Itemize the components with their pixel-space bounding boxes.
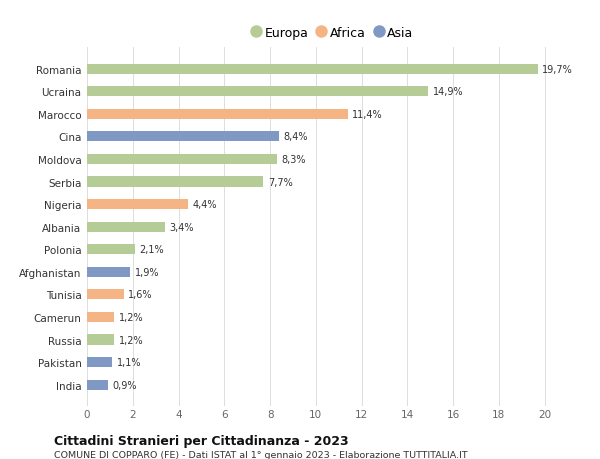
Bar bbox=[87, 87, 428, 97]
Text: COMUNE DI COPPARO (FE) - Dati ISTAT al 1° gennaio 2023 - Elaborazione TUTTITALIA: COMUNE DI COPPARO (FE) - Dati ISTAT al 1… bbox=[54, 450, 467, 459]
Text: 2,1%: 2,1% bbox=[140, 245, 164, 255]
Text: 7,7%: 7,7% bbox=[268, 177, 293, 187]
Bar bbox=[87, 64, 538, 75]
Text: 1,2%: 1,2% bbox=[119, 312, 143, 322]
Text: 19,7%: 19,7% bbox=[542, 65, 573, 74]
Text: 8,3%: 8,3% bbox=[281, 155, 306, 165]
Bar bbox=[87, 155, 277, 165]
Bar bbox=[87, 110, 348, 120]
Bar bbox=[87, 200, 188, 210]
Bar bbox=[87, 222, 165, 232]
Text: 11,4%: 11,4% bbox=[352, 110, 383, 120]
Bar bbox=[87, 357, 112, 367]
Bar bbox=[87, 245, 135, 255]
Text: Cittadini Stranieri per Cittadinanza - 2023: Cittadini Stranieri per Cittadinanza - 2… bbox=[54, 434, 349, 447]
Text: 1,1%: 1,1% bbox=[117, 358, 141, 367]
Text: 8,4%: 8,4% bbox=[284, 132, 308, 142]
Bar bbox=[87, 312, 115, 322]
Text: 1,9%: 1,9% bbox=[135, 267, 160, 277]
Text: 1,2%: 1,2% bbox=[119, 335, 143, 345]
Bar bbox=[87, 290, 124, 300]
Bar bbox=[87, 267, 130, 277]
Text: 14,9%: 14,9% bbox=[433, 87, 463, 97]
Legend: Europa, Africa, Asia: Europa, Africa, Asia bbox=[248, 22, 418, 45]
Bar bbox=[87, 335, 115, 345]
Bar bbox=[87, 177, 263, 187]
Bar bbox=[87, 132, 279, 142]
Text: 3,4%: 3,4% bbox=[169, 222, 194, 232]
Text: 4,4%: 4,4% bbox=[192, 200, 217, 210]
Text: 0,9%: 0,9% bbox=[112, 380, 137, 390]
Text: 1,6%: 1,6% bbox=[128, 290, 152, 300]
Bar bbox=[87, 380, 107, 390]
